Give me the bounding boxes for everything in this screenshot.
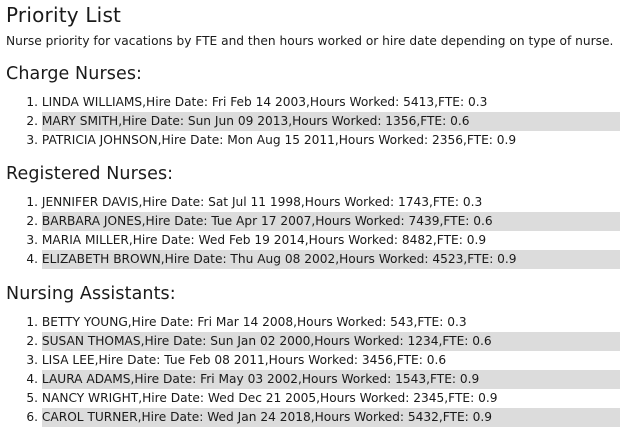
item-text: LAURA ADAMS,Hire Date: Fri May 03 2002,H… — [41, 370, 620, 389]
item-text: MARY SMITH,Hire Date: Sun Jun 09 2013,Ho… — [41, 112, 620, 131]
nursing-assistants-list: 1. BETTY YOUNG,Hire Date: Fri Mar 14 200… — [6, 313, 624, 427]
item-text: SUSAN THOMAS,Hire Date: Sun Jan 02 2000,… — [41, 332, 620, 351]
section-heading-charge-nurses: Charge Nurses: — [6, 64, 143, 84]
registered-nurses-list: 1. JENNIFER DAVIS,Hire Date: Sat Jul 11 … — [6, 193, 624, 269]
item-text: MARIA MILLER,Hire Date: Wed Feb 19 2014,… — [41, 233, 487, 247]
item-text: NANCY WRIGHT,Hire Date: Wed Dec 21 2005,… — [41, 391, 498, 405]
section-heading-registered-nurses: Registered Nurses: — [6, 164, 174, 184]
list-item: 1. BETTY YOUNG,Hire Date: Fri Mar 14 200… — [6, 313, 624, 332]
item-text: LINDA WILLIAMS,Hire Date: Fri Feb 14 200… — [41, 95, 488, 109]
list-item: 2. MARY SMITH,Hire Date: Sun Jun 09 2013… — [6, 112, 624, 131]
item-number: 3. — [26, 133, 38, 147]
list-item: 1. LINDA WILLIAMS,Hire Date: Fri Feb 14 … — [6, 93, 624, 112]
item-text: PATRICIA JOHNSON,Hire Date: Mon Aug 15 2… — [41, 133, 517, 147]
list-item: 3. MARIA MILLER,Hire Date: Wed Feb 19 20… — [6, 231, 624, 250]
item-text: BARBARA JONES,Hire Date: Tue Apr 17 2007… — [41, 212, 620, 231]
list-item: 4. LAURA ADAMS,Hire Date: Fri May 03 200… — [6, 370, 624, 389]
list-item: 3. PATRICIA JOHNSON,Hire Date: Mon Aug 1… — [6, 131, 624, 150]
item-number: 2. — [26, 114, 38, 128]
item-number: 1. — [26, 95, 38, 109]
list-item: 4. ELIZABETH BROWN,Hire Date: Thu Aug 08… — [6, 250, 624, 269]
item-number: 2. — [26, 214, 38, 228]
item-text: BETTY YOUNG,Hire Date: Fri Mar 14 2008,H… — [41, 315, 467, 329]
item-text: JENNIFER DAVIS,Hire Date: Sat Jul 11 199… — [41, 195, 483, 209]
section-heading-nursing-assistants: Nursing Assistants: — [6, 284, 176, 304]
page-title: Priority List — [6, 3, 122, 27]
item-number: 3. — [26, 233, 38, 247]
item-number: 1. — [26, 195, 38, 209]
item-number: 4. — [26, 252, 38, 266]
list-item: 2. SUSAN THOMAS,Hire Date: Sun Jan 02 20… — [6, 332, 624, 351]
list-item: 1. JENNIFER DAVIS,Hire Date: Sat Jul 11 … — [6, 193, 624, 212]
charge-nurses-list: 1. LINDA WILLIAMS,Hire Date: Fri Feb 14 … — [6, 93, 624, 150]
list-item: 2. BARBARA JONES,Hire Date: Tue Apr 17 2… — [6, 212, 624, 231]
item-number: 2. — [26, 334, 38, 348]
item-text: ELIZABETH BROWN,Hire Date: Thu Aug 08 20… — [41, 250, 620, 269]
list-item: 3. LISA LEE,Hire Date: Tue Feb 08 2011,H… — [6, 351, 624, 370]
item-number: 1. — [26, 315, 38, 329]
item-number: 6. — [26, 410, 38, 424]
list-item: 6. CAROL TURNER,Hire Date: Wed Jan 24 20… — [6, 408, 624, 427]
item-number: 3. — [26, 353, 38, 367]
item-text: LISA LEE,Hire Date: Tue Feb 08 2011,Hour… — [41, 353, 447, 367]
item-text: CAROL TURNER,Hire Date: Wed Jan 24 2018,… — [41, 408, 620, 427]
item-number: 4. — [26, 372, 38, 386]
list-item: 5. NANCY WRIGHT,Hire Date: Wed Dec 21 20… — [6, 389, 624, 408]
page-subtitle: Nurse priority for vacations by FTE and … — [6, 34, 614, 48]
item-number: 5. — [26, 391, 38, 405]
